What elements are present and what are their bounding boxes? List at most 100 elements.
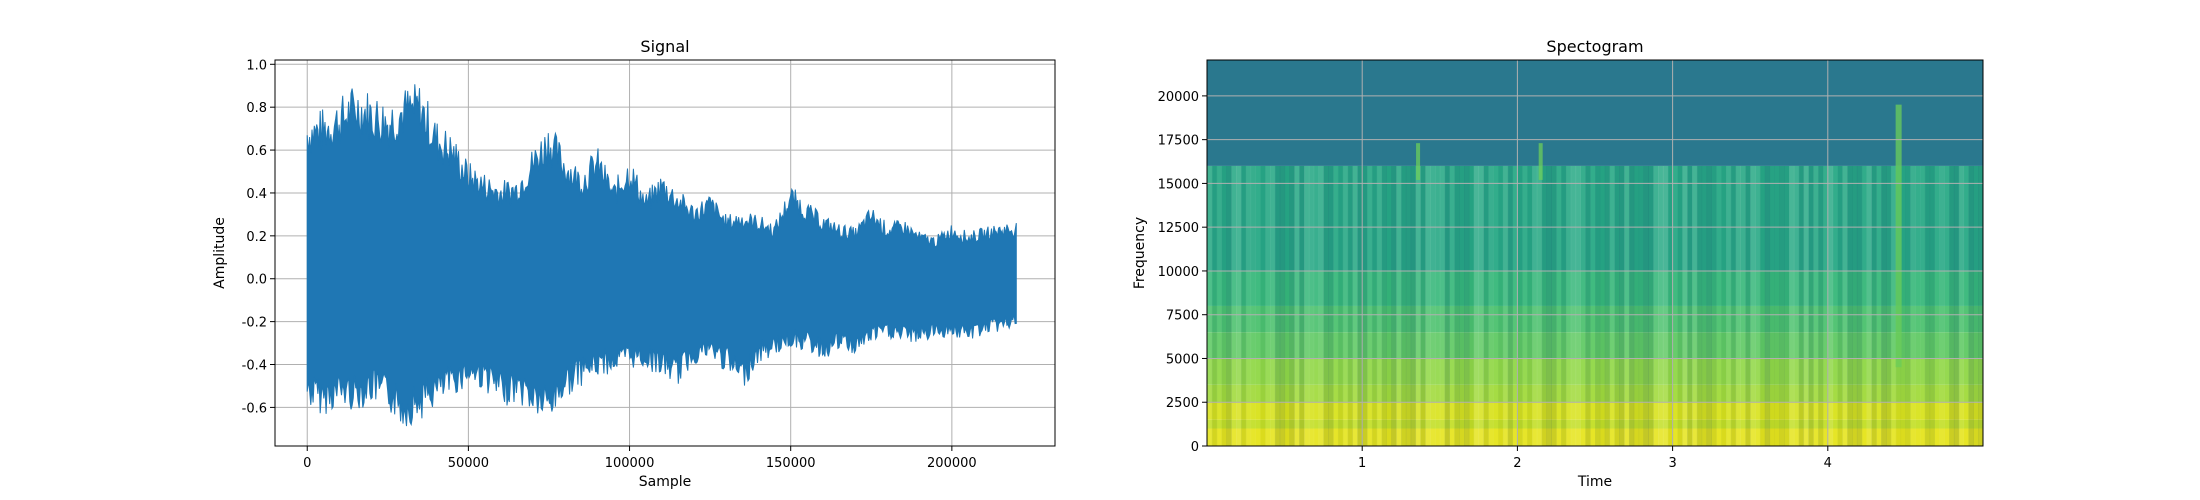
spectrogram-band bbox=[1207, 384, 1983, 403]
spectrogram-texture-column bbox=[1784, 165, 1790, 446]
spectrogram-texture-column bbox=[1434, 165, 1441, 446]
spectrogram-x-label: Time bbox=[1577, 474, 1612, 490]
spectrogram-texture-column bbox=[1541, 165, 1547, 446]
spectrogram-x-ticks: 1 2 3 4 bbox=[1358, 446, 1832, 471]
spectrogram-texture-column bbox=[1207, 165, 1213, 446]
signal-x-label: Sample bbox=[639, 474, 692, 490]
spectrogram-texture-column bbox=[1279, 165, 1286, 446]
spectrogram-texture-column bbox=[1643, 165, 1649, 446]
spectrogram-texture-column bbox=[1371, 165, 1378, 446]
spectrogram-heatmap bbox=[1207, 60, 1984, 446]
spectrogram-texture-column bbox=[1265, 165, 1271, 446]
spectrogram-texture-column bbox=[1231, 165, 1237, 446]
signal-x-tick-label: 150000 bbox=[766, 456, 816, 471]
signal-title: Signal bbox=[640, 37, 689, 56]
spectrogram-texture-column bbox=[1405, 165, 1412, 446]
spectrogram-texture-column bbox=[1289, 165, 1295, 446]
spectrogram-texture-column bbox=[1842, 165, 1848, 446]
spectrogram-texture-column bbox=[1430, 165, 1436, 446]
signal-y-tick-label: -0.6 bbox=[242, 401, 267, 416]
spectrogram-texture-column bbox=[1357, 165, 1363, 446]
spectrogram-texture-column bbox=[1250, 165, 1256, 446]
spectrogram-y-tick-label: 10000 bbox=[1158, 265, 1199, 280]
spectrogram-texture-column bbox=[1522, 165, 1528, 446]
spectrogram-title: Spectogram bbox=[1546, 37, 1643, 56]
spectrogram-texture-column bbox=[1706, 165, 1712, 446]
spectrogram-band bbox=[1207, 60, 1983, 166]
spectrogram-texture-column bbox=[1929, 165, 1935, 446]
spectrogram-texture-column bbox=[1963, 165, 1969, 446]
signal-y-tick-label: 1.0 bbox=[246, 58, 267, 73]
spectrogram-texture-column bbox=[1905, 165, 1911, 446]
signal-x-tick-label: 200000 bbox=[927, 456, 977, 471]
spectrogram-texture-column bbox=[1240, 165, 1247, 446]
spectrogram-texture-column bbox=[1270, 165, 1276, 446]
spectrogram-texture-column bbox=[1764, 165, 1771, 446]
spectrogram-texture-column bbox=[1818, 165, 1824, 446]
spectrogram-texture-column bbox=[1701, 165, 1708, 446]
spectrogram-texture-column bbox=[1886, 165, 1892, 446]
spectrogram-texture-column bbox=[1750, 165, 1756, 446]
spectrogram-texture-column bbox=[1609, 165, 1615, 446]
spectrogram-band bbox=[1207, 358, 1983, 385]
spectrogram-band bbox=[1207, 402, 1983, 420]
spectrogram-texture-column bbox=[1304, 165, 1310, 446]
spectrogram-texture-column bbox=[1745, 165, 1751, 446]
spectrogram-texture-column bbox=[1919, 165, 1926, 446]
spectrogram-texture-column bbox=[1415, 165, 1421, 446]
spectrogram-x-tick-label: 1 bbox=[1358, 456, 1366, 471]
spectrogram-texture-column bbox=[1953, 165, 1960, 446]
spectrogram-texture-column bbox=[1769, 165, 1775, 446]
spectrogram-y-tick-label: 17500 bbox=[1158, 134, 1199, 149]
spectrogram-texture-column bbox=[1386, 165, 1392, 446]
spectrogram-texture-column bbox=[1425, 165, 1431, 446]
signal-y-ticks: -0.6 -0.4 -0.2 0.0 0.2 0.4 0.6 0.8 1.0 bbox=[242, 58, 275, 416]
spectrogram-texture-column bbox=[1464, 165, 1470, 446]
spectrogram-texture-column bbox=[1342, 165, 1349, 446]
signal-y-tick-label: 0.6 bbox=[246, 144, 267, 159]
spectrogram-texture-column bbox=[1832, 165, 1838, 446]
spectrogram-texture-column bbox=[1527, 165, 1533, 446]
spectrogram-texture-column bbox=[1847, 165, 1853, 446]
spectrogram-texture-column bbox=[1318, 165, 1324, 446]
spectrogram-texture-column bbox=[1498, 165, 1504, 446]
spectrogram-x-tick-label: 3 bbox=[1668, 456, 1676, 471]
spectrogram-texture-column bbox=[1284, 165, 1290, 446]
spectrogram-texture-column bbox=[1808, 165, 1814, 446]
signal-waveform bbox=[306, 84, 1017, 427]
spectrogram-texture-column bbox=[1876, 165, 1882, 446]
spectrogram-texture-column bbox=[1507, 165, 1514, 446]
spectrogram-texture-column bbox=[1561, 165, 1567, 446]
spectrogram-texture-column bbox=[1575, 165, 1581, 446]
spectrogram-texture-column bbox=[1803, 165, 1809, 446]
spectrogram-texture-column bbox=[1939, 165, 1945, 446]
spectrogram-texture-column bbox=[1813, 165, 1819, 446]
spectrogram-y-tick-label: 2500 bbox=[1166, 396, 1199, 411]
spectrogram-texture-column bbox=[1478, 165, 1484, 446]
spectrogram-texture-column bbox=[1798, 165, 1805, 446]
spectrogram-texture-column bbox=[1692, 165, 1698, 446]
spectrogram-texture-column bbox=[1211, 165, 1218, 446]
spectrogram-texture-column bbox=[1667, 165, 1674, 446]
spectrogram-band bbox=[1207, 305, 1983, 333]
spectrogram-texture-column bbox=[1890, 165, 1897, 446]
spectrogram-texture-column bbox=[1837, 165, 1843, 446]
spectrogram-texture-column bbox=[1531, 165, 1538, 446]
spectrogram-texture-column bbox=[1915, 165, 1921, 446]
spectrogram-texture-column bbox=[1958, 165, 1965, 446]
spectrogram-texture-column bbox=[1347, 165, 1353, 446]
spectrogram-texture-column bbox=[1396, 165, 1402, 446]
spectrogram-texture-column bbox=[1662, 165, 1669, 446]
spectrogram-texture-column bbox=[1449, 165, 1455, 446]
spectrogram-texture-column bbox=[1216, 165, 1223, 446]
spectrogram-texture-column bbox=[1978, 165, 1984, 446]
spectrogram-y-label: Frequency bbox=[1132, 217, 1148, 289]
spectrogram-texture-column bbox=[1924, 165, 1931, 446]
spectrogram-texture-column bbox=[1614, 165, 1620, 446]
spectrogram-texture-column bbox=[1793, 165, 1800, 446]
spectrogram-y-tick-label: 12500 bbox=[1158, 221, 1199, 236]
spectrogram-texture-column bbox=[1677, 165, 1683, 446]
spectrogram-texture-column bbox=[1512, 165, 1518, 446]
spectrogram-texture-column bbox=[1619, 165, 1625, 446]
